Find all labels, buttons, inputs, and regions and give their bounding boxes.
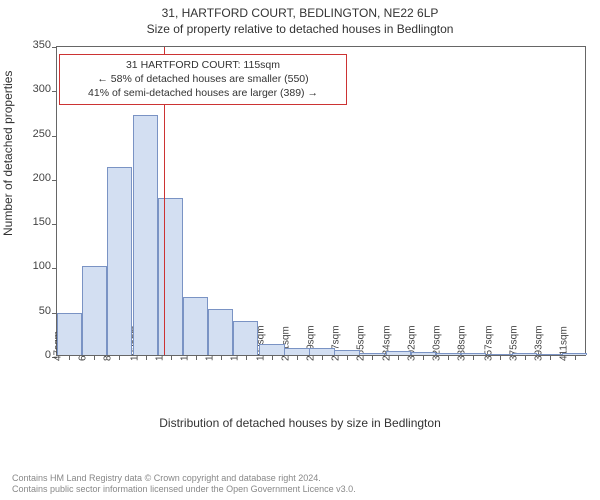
xtick-mark	[69, 355, 70, 360]
xtick-mark	[171, 355, 172, 360]
xtick-mark	[119, 355, 120, 360]
annotation-line: 31 HARTFORD COURT: 115sqm	[68, 58, 338, 72]
chart-container: 31, HARTFORD COURT, BEDLINGTON, NE22 6LP…	[0, 0, 600, 500]
footer-attribution: Contains HM Land Registry data © Crown c…	[12, 473, 356, 496]
xtick-label: 393sqm	[533, 325, 544, 361]
xtick-mark	[322, 355, 323, 360]
histogram-bar	[487, 354, 512, 355]
ytick-label: 300	[33, 83, 51, 95]
ytick-mark	[52, 268, 57, 269]
histogram-bar	[82, 266, 107, 355]
xtick-mark	[550, 355, 551, 360]
xtick-mark	[423, 355, 424, 360]
histogram-bar	[107, 167, 132, 355]
histogram-bar	[537, 354, 562, 355]
annotation-line: ← 58% of detached houses are smaller (55…	[68, 72, 338, 86]
xtick-label: 338sqm	[457, 325, 468, 361]
xtick-mark	[297, 355, 298, 360]
xtick-label: 411sqm	[558, 326, 569, 361]
y-axis-label: Number of detached properties	[1, 71, 15, 236]
histogram-bar	[309, 348, 334, 355]
histogram-bar	[259, 344, 284, 356]
xtick-mark	[500, 355, 501, 360]
plot-area: 05010015020025030035047sqm65sqm83sqm102s…	[56, 46, 586, 356]
xtick-label: 229sqm	[306, 325, 317, 361]
xtick-label: 284sqm	[382, 325, 393, 361]
xtick-label: 247sqm	[330, 325, 341, 361]
xtick-mark	[196, 355, 197, 360]
xtick-mark	[272, 355, 273, 360]
xtick-mark	[398, 355, 399, 360]
xtick-mark	[448, 355, 449, 360]
xtick-mark	[575, 355, 576, 360]
xtick-mark	[94, 355, 95, 360]
xtick-mark	[246, 355, 247, 360]
footer-line: Contains HM Land Registry data © Crown c…	[12, 473, 356, 485]
ytick-label: 0	[45, 349, 51, 361]
xtick-mark	[372, 355, 373, 360]
histogram-bar	[386, 351, 411, 355]
xtick-label: 357sqm	[483, 325, 494, 361]
annotation-box: 31 HARTFORD COURT: 115sqm ← 58% of detac…	[59, 54, 347, 105]
xtick-label: 375sqm	[508, 325, 519, 361]
x-axis-label: Distribution of detached houses by size …	[0, 416, 600, 430]
histogram-bar	[359, 353, 384, 355]
xtick-label: 320sqm	[432, 325, 443, 361]
histogram-bar	[133, 115, 158, 355]
xtick-mark	[146, 355, 147, 360]
histogram-bar	[183, 297, 208, 355]
ytick-mark	[52, 47, 57, 48]
histogram-bar	[436, 353, 461, 355]
histogram-bar	[512, 353, 537, 355]
xtick-label: 302sqm	[407, 325, 418, 361]
ytick-label: 150	[33, 216, 51, 228]
annotation-line: 41% of semi-detached houses are larger (…	[68, 86, 338, 100]
histogram-bar	[158, 198, 183, 355]
ytick-mark	[52, 180, 57, 181]
histogram-bar	[57, 313, 82, 356]
histogram-bar	[411, 352, 436, 355]
footer-line: Contains public sector information licen…	[12, 484, 356, 496]
ytick-label: 250	[33, 128, 51, 140]
histogram-bar	[208, 309, 233, 355]
histogram-bar	[461, 353, 486, 355]
ytick-mark	[52, 224, 57, 225]
title-subtitle: Size of property relative to detached ho…	[0, 20, 600, 36]
chart-area: Number of detached properties 0501001502…	[0, 36, 600, 436]
histogram-bar	[334, 350, 359, 355]
xtick-mark	[473, 355, 474, 360]
xtick-mark	[525, 355, 526, 360]
ytick-label: 50	[39, 305, 51, 317]
ytick-mark	[52, 91, 57, 92]
ytick-label: 200	[33, 172, 51, 184]
histogram-bar	[284, 348, 309, 355]
title-address: 31, HARTFORD COURT, BEDLINGTON, NE22 6LP	[0, 0, 600, 20]
histogram-bar	[562, 353, 587, 355]
xtick-mark	[347, 355, 348, 360]
ytick-mark	[52, 136, 57, 137]
xtick-label: 265sqm	[355, 325, 366, 361]
histogram-bar	[233, 321, 258, 355]
ytick-label: 100	[33, 260, 51, 272]
xtick-mark	[221, 355, 222, 360]
ytick-label: 350	[33, 39, 51, 51]
